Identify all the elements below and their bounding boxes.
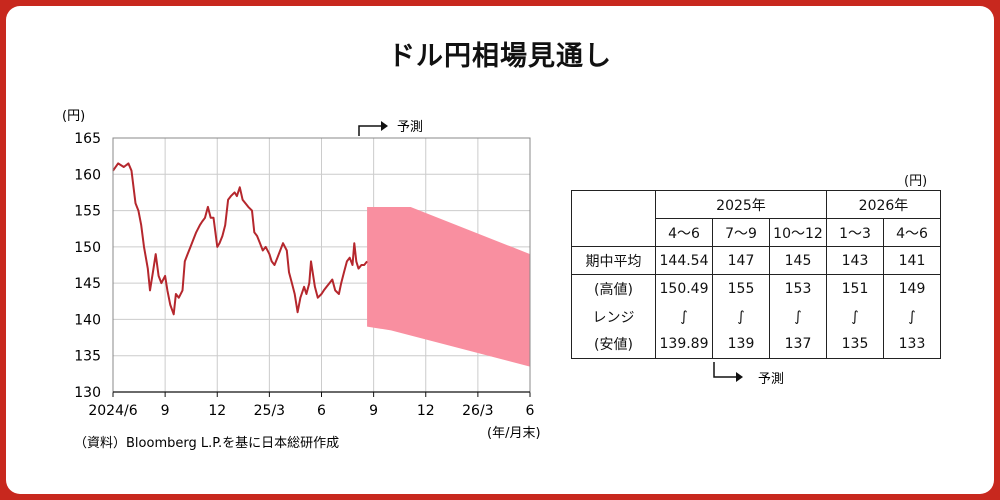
x-unit-label: (年/月末) xyxy=(487,426,541,441)
y-tick-label: 165 xyxy=(74,131,101,147)
avg-label: 期中平均 xyxy=(571,246,656,275)
y-tick-label: 130 xyxy=(74,385,101,401)
avg-cell: 144.54 xyxy=(655,246,713,275)
low-cell: 137 xyxy=(769,330,827,359)
x-tick-label: 9 xyxy=(369,403,378,419)
quarter-header: 7～9 xyxy=(712,218,770,247)
range-label: レンジ xyxy=(571,302,656,331)
x-tick-label: 9 xyxy=(161,403,170,419)
forecast-table: 2025年 2026年 4～6 7～9 10～12 1～3 4～6 期中平均 1… xyxy=(571,190,941,359)
tilde-cell: ∫ xyxy=(655,302,713,331)
table-unit-label: (円) xyxy=(904,174,928,189)
source-note: （資料）Bloomberg L.P.を基に日本総研作成 xyxy=(74,436,339,451)
low-cell: 139.89 xyxy=(655,330,713,359)
high-label: (高値) xyxy=(571,274,656,303)
quarter-header: 1～3 xyxy=(826,218,884,247)
chart-forecast-arrow: 予測 xyxy=(358,120,423,136)
high-cell: 155 xyxy=(712,274,770,303)
y-tick-label: 150 xyxy=(74,240,101,256)
x-tick-label: 12 xyxy=(208,403,226,419)
tilde-cell: ∫ xyxy=(712,302,770,331)
quarter-header: 4～6 xyxy=(883,218,941,247)
tilde-cell: ∫ xyxy=(883,302,941,331)
x-tick-label: 6 xyxy=(526,403,535,419)
y-tick-label: 160 xyxy=(74,167,101,183)
page-title: ドル円相場見通し xyxy=(388,41,612,72)
y-tick-label: 140 xyxy=(74,312,101,328)
x-tick-label: 6 xyxy=(317,403,326,419)
y-tick-label: 135 xyxy=(74,349,101,365)
table-forecast-label: 予測 xyxy=(758,372,784,387)
x-tick-label: 12 xyxy=(417,403,435,419)
avg-cell: 141 xyxy=(883,246,941,275)
y-unit-label: (円) xyxy=(62,109,85,124)
low-label: (安値) xyxy=(571,330,656,359)
x-tick-label: 25/3 xyxy=(254,403,285,419)
avg-cell: 147 xyxy=(712,246,770,275)
y-tick-label: 145 xyxy=(74,276,101,292)
avg-cell: 145 xyxy=(769,246,827,275)
quarter-header: 10～12 xyxy=(769,218,827,247)
high-cell: 151 xyxy=(826,274,884,303)
avg-cell: 143 xyxy=(826,246,884,275)
y-tick-label: 155 xyxy=(74,204,101,220)
high-cell: 149 xyxy=(883,274,941,303)
x-tick-label: 26/3 xyxy=(462,403,493,419)
year-2025: 2025年 xyxy=(655,190,827,219)
forecast-band xyxy=(367,206,530,367)
high-cell: 153 xyxy=(769,274,827,303)
high-cell: 150.49 xyxy=(655,274,713,303)
corner-cell xyxy=(571,190,656,247)
low-cell: 133 xyxy=(883,330,941,359)
quarter-header: 4～6 xyxy=(655,218,713,247)
tilde-cell: ∫ xyxy=(769,302,827,331)
chart-forecast-label: 予測 xyxy=(397,120,423,135)
year-2026: 2026年 xyxy=(826,190,941,219)
series-line-actual xyxy=(112,162,368,316)
tilde-cell: ∫ xyxy=(826,302,884,331)
low-cell: 135 xyxy=(826,330,884,359)
table-forecast-arrow: 予測 xyxy=(713,362,784,387)
low-cell: 139 xyxy=(712,330,770,359)
x-tick-label: 2024/6 xyxy=(88,403,137,419)
